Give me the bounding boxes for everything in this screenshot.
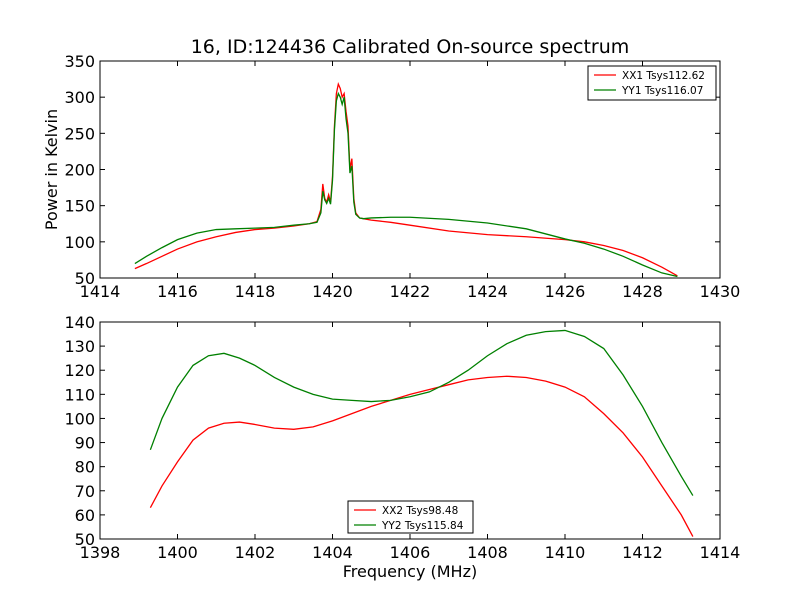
y-tick-label: 90	[75, 434, 95, 453]
x-tick-label: 1414	[700, 543, 741, 562]
y-tick-label: 80	[75, 458, 95, 477]
y-tick-label: 60	[75, 506, 95, 525]
y-tick-label: 300	[64, 88, 95, 107]
legend-entry: XX2 Tsys98.48	[382, 505, 458, 517]
series-line-1-1	[134, 82, 678, 277]
y-tick-label: 140	[64, 313, 95, 332]
series-line-2-2	[149, 329, 694, 496]
y-tick-label: 200	[64, 161, 95, 180]
y-axis-label: Power in Kelvin	[42, 109, 61, 230]
x-tick-label: 1422	[390, 282, 431, 301]
legend-box	[347, 500, 474, 534]
x-tick-label: 1406	[390, 543, 431, 562]
x-tick-label: 1430	[700, 282, 741, 301]
legend-2: XX2 Tsys98.48 YY2 Tsys115.84	[347, 500, 474, 534]
x-tick-label: 1424	[467, 282, 508, 301]
chart-panel-2: 1398 1400 1402 1404 1406 1408 1410 1412 1414 50 60…	[64, 313, 740, 581]
x-tick-label: 1404	[312, 543, 353, 562]
series-line-2-1	[149, 375, 694, 537]
legend-entry: YY1 Tsys116.07	[621, 85, 703, 97]
x-tick-label: 1412	[622, 543, 663, 562]
y-tick-label: 70	[75, 482, 95, 501]
y-tick-label: 50	[75, 530, 95, 549]
y-tick-label: 110	[64, 385, 95, 404]
series-line-1-2	[134, 91, 678, 278]
chart-panel-1: 1414 1416 1418 1420 1422 1424 1426 1428 1430 50 10…	[42, 36, 740, 301]
y-tick-label: 130	[64, 337, 95, 356]
legend-1: XX1 Tsys112.62 YY1 Tsys116.07	[587, 65, 717, 101]
x-tick-label: 1426	[545, 282, 586, 301]
chart-title: 16, ID:124436 Calibrated On-source spect…	[191, 36, 630, 58]
legend-entry: XX1 Tsys112.62	[622, 70, 705, 82]
y-tick-label: 120	[64, 361, 95, 380]
x-tick-label: 1398	[80, 543, 121, 562]
legend-box	[587, 65, 717, 101]
x-tick-label: 1408	[467, 543, 508, 562]
y-tick-label: 100	[64, 409, 95, 428]
y-tick-label: 350	[64, 52, 95, 71]
x-tick-label: 1420	[312, 282, 353, 301]
legend-entry: YY2 Tsys115.84	[381, 520, 464, 532]
x-tick-label: 1402	[235, 543, 276, 562]
x-axis-label: Frequency (MHz)	[343, 562, 477, 581]
x-tick-label: 1428	[622, 282, 663, 301]
x-tick-label: 1410	[545, 543, 586, 562]
y-tick-label: 50	[75, 269, 95, 288]
x-tick-label: 1400	[157, 543, 198, 562]
x-tick-label: 1416	[157, 282, 198, 301]
y-tick-label: 250	[64, 124, 95, 143]
x-tick-label: 1418	[235, 282, 276, 301]
y-tick-label: 150	[64, 197, 95, 216]
y-tick-label: 100	[64, 233, 95, 252]
x-tick-label: 1414	[80, 282, 121, 301]
